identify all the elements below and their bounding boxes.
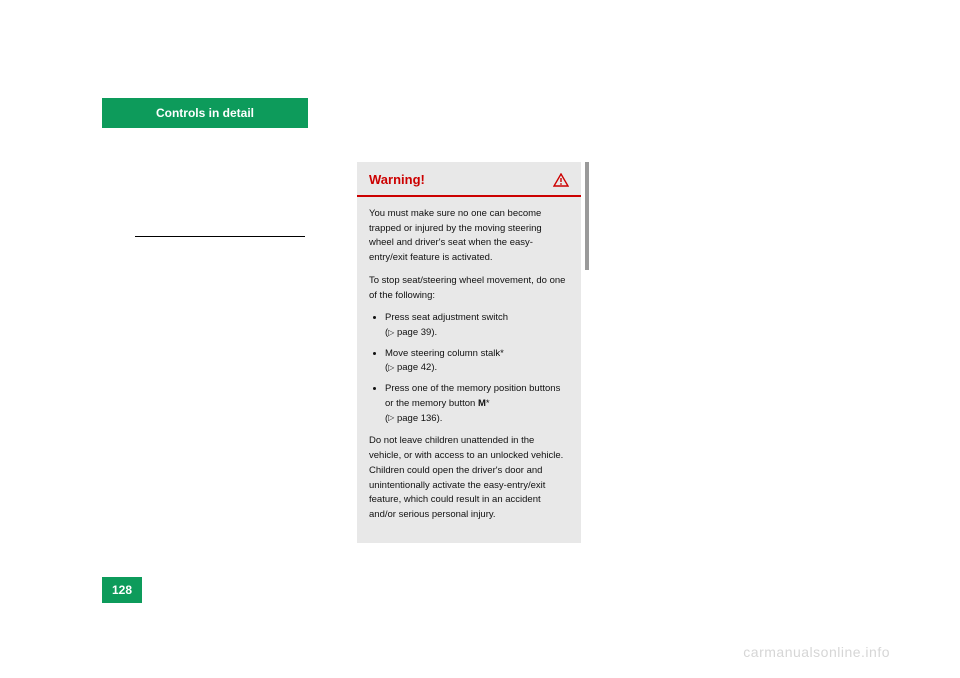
- page-ref-text: page 39: [397, 327, 431, 338]
- page-ref-text: page 42: [397, 362, 431, 373]
- list-item: Press seat adjustment switch (▷ page 39)…: [385, 311, 569, 340]
- warning-paragraph: You must make sure no one can become tra…: [369, 207, 569, 266]
- list-item-text: Press seat adjustment switch: [385, 312, 508, 323]
- column-divider: [135, 236, 305, 237]
- warning-header: Warning!: [357, 162, 581, 197]
- warning-list: Press seat adjustment switch (▷ page 39)…: [369, 311, 569, 426]
- section-header-bar: Controls in detail: [102, 98, 308, 128]
- warning-paragraph: Do not leave children unattended in the …: [369, 434, 569, 522]
- warning-triangle-icon: [553, 173, 569, 187]
- page-ref: (▷ page 39).: [385, 327, 437, 338]
- list-item-text: *: [486, 398, 490, 409]
- warning-paragraph: To stop seat/steering wheel movement, do…: [369, 274, 569, 303]
- page-ref: (▷ page 136).: [385, 413, 442, 424]
- page-number: 128: [112, 583, 132, 597]
- warning-body: You must make sure no one can become tra…: [357, 197, 581, 543]
- page-ref: (▷ page 42).: [385, 362, 437, 373]
- memory-button-mark: M: [478, 398, 486, 409]
- list-item: Move steering column stalk* (▷ page 42).: [385, 347, 569, 376]
- page-number-box: 128: [102, 577, 142, 603]
- list-item: Press one of the memory position buttons…: [385, 382, 569, 426]
- watermark-text: carmanualsonline.info: [743, 644, 890, 660]
- section-title: Controls in detail: [156, 106, 254, 120]
- list-item-text: Press one of the memory position buttons…: [385, 383, 560, 409]
- page-ref-text: page 136: [397, 413, 437, 424]
- list-item-text: Move steering column stalk*: [385, 348, 504, 359]
- warning-panel: Warning! You must make sure no one can b…: [357, 162, 581, 543]
- manual-page: Controls in detail Warning! You must mak…: [0, 0, 960, 678]
- margin-indicator: [585, 162, 589, 270]
- warning-title: Warning!: [369, 172, 425, 187]
